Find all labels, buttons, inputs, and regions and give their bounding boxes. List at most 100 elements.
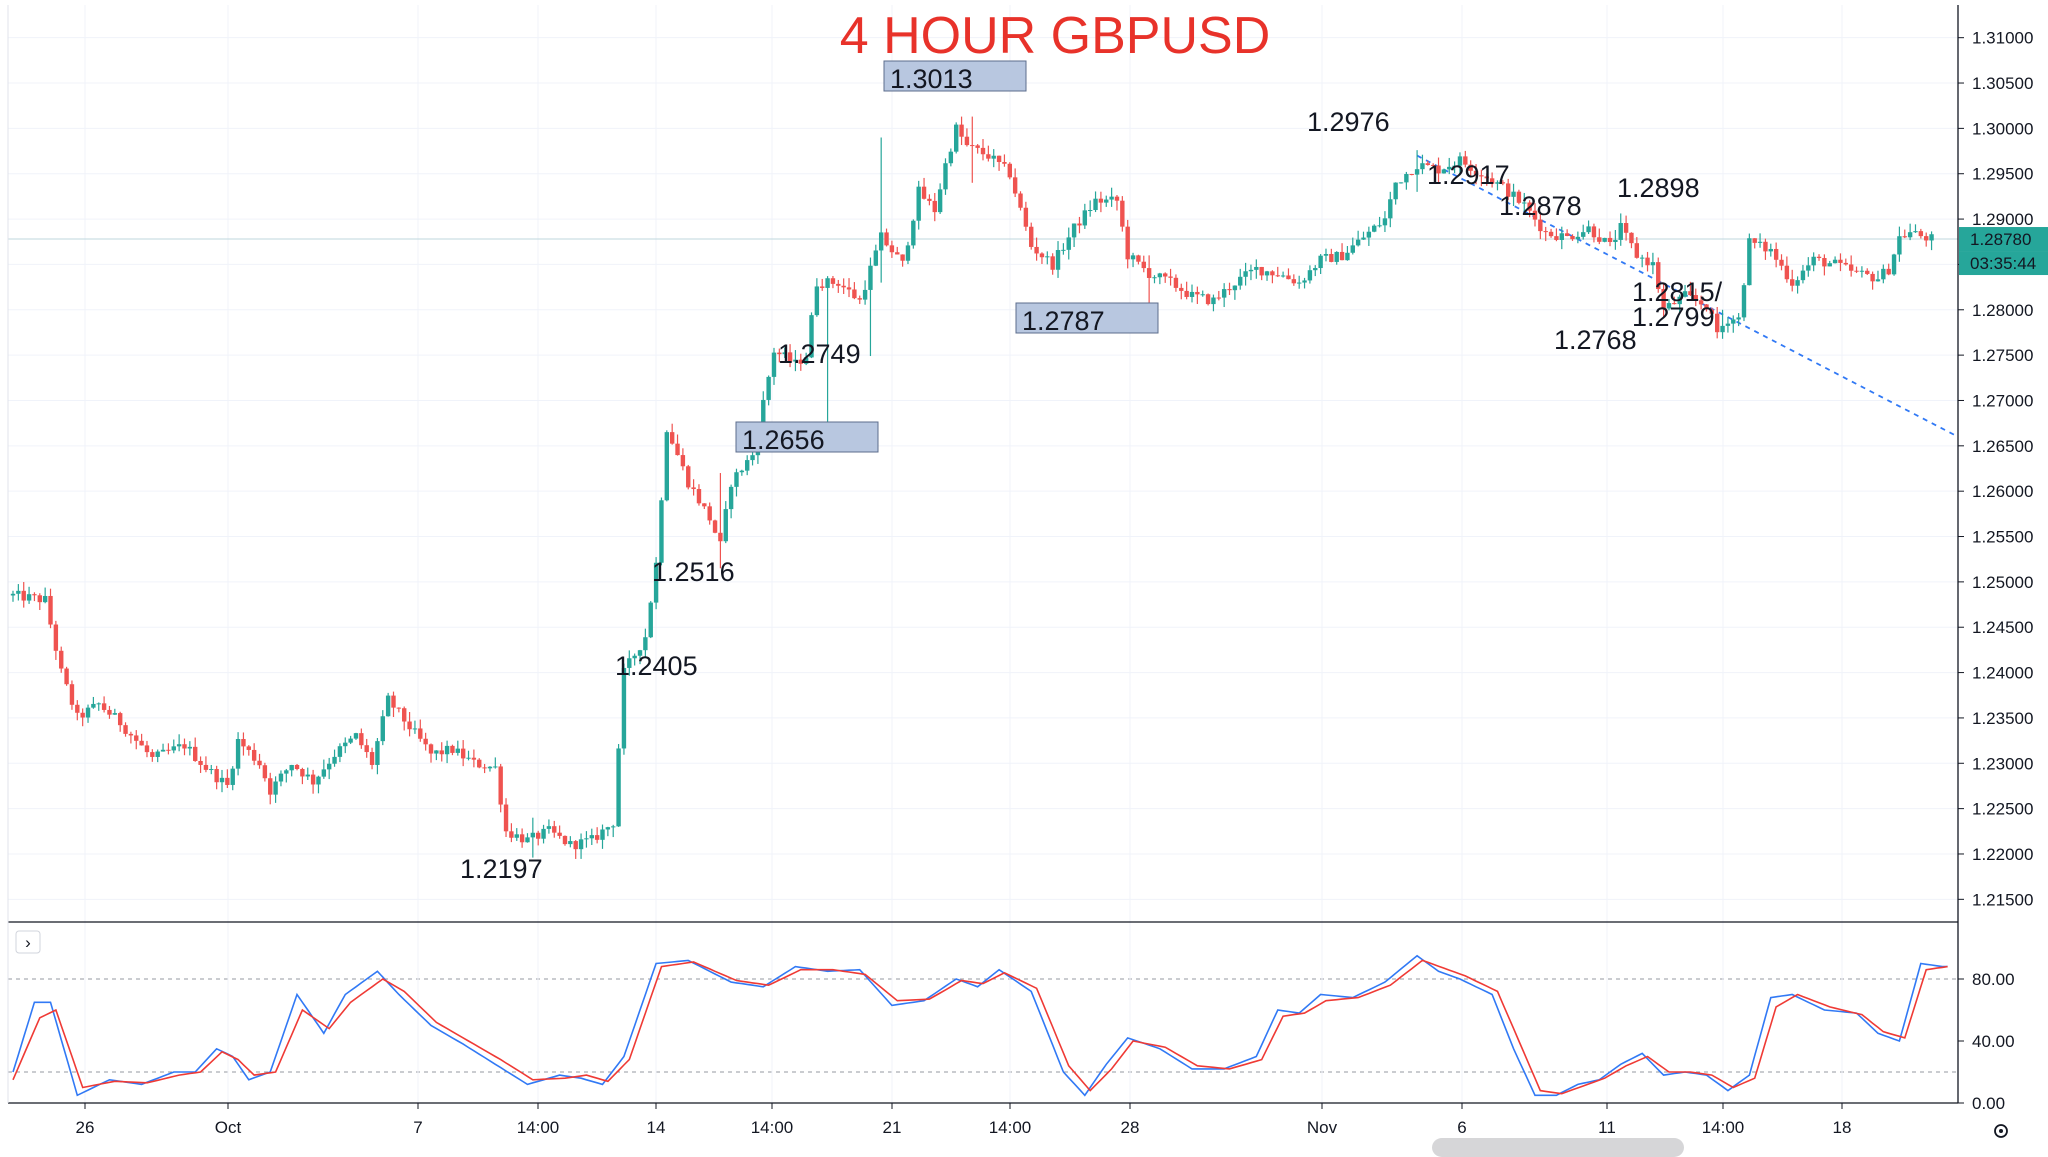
stoch-d-line (12, 959, 1948, 1095)
candle-body (643, 637, 648, 651)
candle-body (1522, 202, 1527, 204)
y-tick-label: 1.26000 (1972, 482, 2033, 501)
annotation-box (1015, 302, 1159, 334)
x-tick-label: 14:00 (751, 1118, 794, 1137)
candle-body (385, 695, 391, 717)
candle-body (273, 781, 278, 795)
candle-body (1548, 231, 1554, 237)
y-tick-label: 1.23000 (1972, 754, 2033, 773)
candle-body (1489, 178, 1495, 184)
candle-body (1656, 262, 1661, 290)
candle-body (1495, 182, 1500, 184)
y-tick-label: 1.28000 (1972, 301, 2033, 320)
annotation-label: 1.2976 (1307, 107, 1390, 137)
candle-body (182, 744, 187, 749)
scroll-handle[interactable] (1432, 1138, 1684, 1157)
candle-body (1688, 291, 1693, 296)
candle-body (1720, 325, 1725, 333)
candle-body (686, 466, 691, 488)
candle-body (64, 668, 69, 685)
candle-body (477, 759, 482, 768)
candle-body (1114, 196, 1120, 201)
candle-body (1870, 273, 1875, 282)
countdown-label: 03:35:44 (1970, 254, 2036, 273)
candle-body (1205, 294, 1211, 305)
candle-body (1420, 163, 1425, 170)
candle-body (1586, 226, 1591, 233)
candle-body (1393, 182, 1398, 200)
candle-body (1709, 309, 1715, 314)
candle-body (514, 834, 519, 838)
candle-body (1082, 210, 1088, 226)
candle-body (712, 520, 718, 533)
candle-body (1259, 266, 1264, 276)
candle-body (1538, 219, 1543, 232)
candle-body (900, 254, 905, 261)
candle-body (262, 765, 268, 779)
candle-body (868, 265, 873, 290)
candle-body (707, 506, 712, 521)
candle-body (1865, 270, 1870, 274)
y-tick-label: 1.30000 (1972, 119, 2033, 138)
annotation-box (735, 421, 879, 453)
y-tick-label: 1.22500 (1972, 800, 2033, 819)
y-tick-label: 1.30500 (1972, 74, 2033, 93)
candle-body (375, 741, 380, 765)
candle-body (1377, 225, 1382, 227)
candle-body (948, 151, 954, 164)
candle-body (471, 757, 477, 760)
candle-body (1661, 289, 1666, 309)
candle-body (718, 532, 723, 542)
candle-body (1736, 317, 1741, 320)
candle-body (1838, 259, 1843, 263)
candle-body (1902, 236, 1907, 238)
candle-body (1307, 270, 1313, 281)
candle-body (793, 359, 798, 362)
candle-body (986, 154, 991, 159)
candle-body (696, 489, 702, 504)
candle-body (568, 841, 573, 845)
candle-body (1066, 237, 1071, 250)
candle-body (1313, 268, 1318, 271)
candle-body (1848, 264, 1854, 271)
candle-body (1741, 285, 1747, 318)
candle-body (621, 667, 627, 749)
candle-body (739, 470, 745, 473)
candle-body (519, 834, 525, 843)
candle-body (1891, 254, 1897, 275)
annotation-label: 1.2917 (1427, 160, 1510, 190)
candle-body (820, 286, 825, 288)
candle-body (616, 748, 621, 827)
candle-body (493, 766, 498, 768)
x-tick-label: Nov (1307, 1118, 1338, 1137)
candle-body (1152, 277, 1157, 279)
candle-body (289, 764, 294, 771)
candle-body (487, 766, 493, 769)
candle-body (1045, 256, 1050, 258)
x-tick-label: Oct (215, 1118, 242, 1137)
candle-body (1232, 285, 1238, 291)
candle-body (80, 712, 85, 718)
candle-body (1693, 295, 1698, 301)
candle-body (85, 707, 91, 718)
candle-body (1929, 234, 1934, 241)
y-tick-label: 1.21500 (1972, 890, 2033, 909)
candle-body (552, 826, 557, 833)
candle-body (460, 748, 466, 759)
candle-body (809, 315, 814, 358)
candle-body (1130, 255, 1136, 260)
candle-body (1007, 163, 1012, 178)
collapse-button[interactable]: › (15, 930, 41, 954)
candle-body (798, 359, 803, 364)
candle-body (1430, 164, 1436, 166)
candle-body (230, 768, 235, 785)
candle-body (348, 738, 353, 743)
settings-gear-icon[interactable] (1994, 1124, 2008, 1138)
candle-body (530, 832, 536, 838)
candle-body (1639, 257, 1645, 259)
candle-body (1779, 259, 1784, 266)
candle-body (1286, 275, 1291, 280)
candle-body (466, 757, 471, 759)
candle-body (664, 432, 670, 501)
